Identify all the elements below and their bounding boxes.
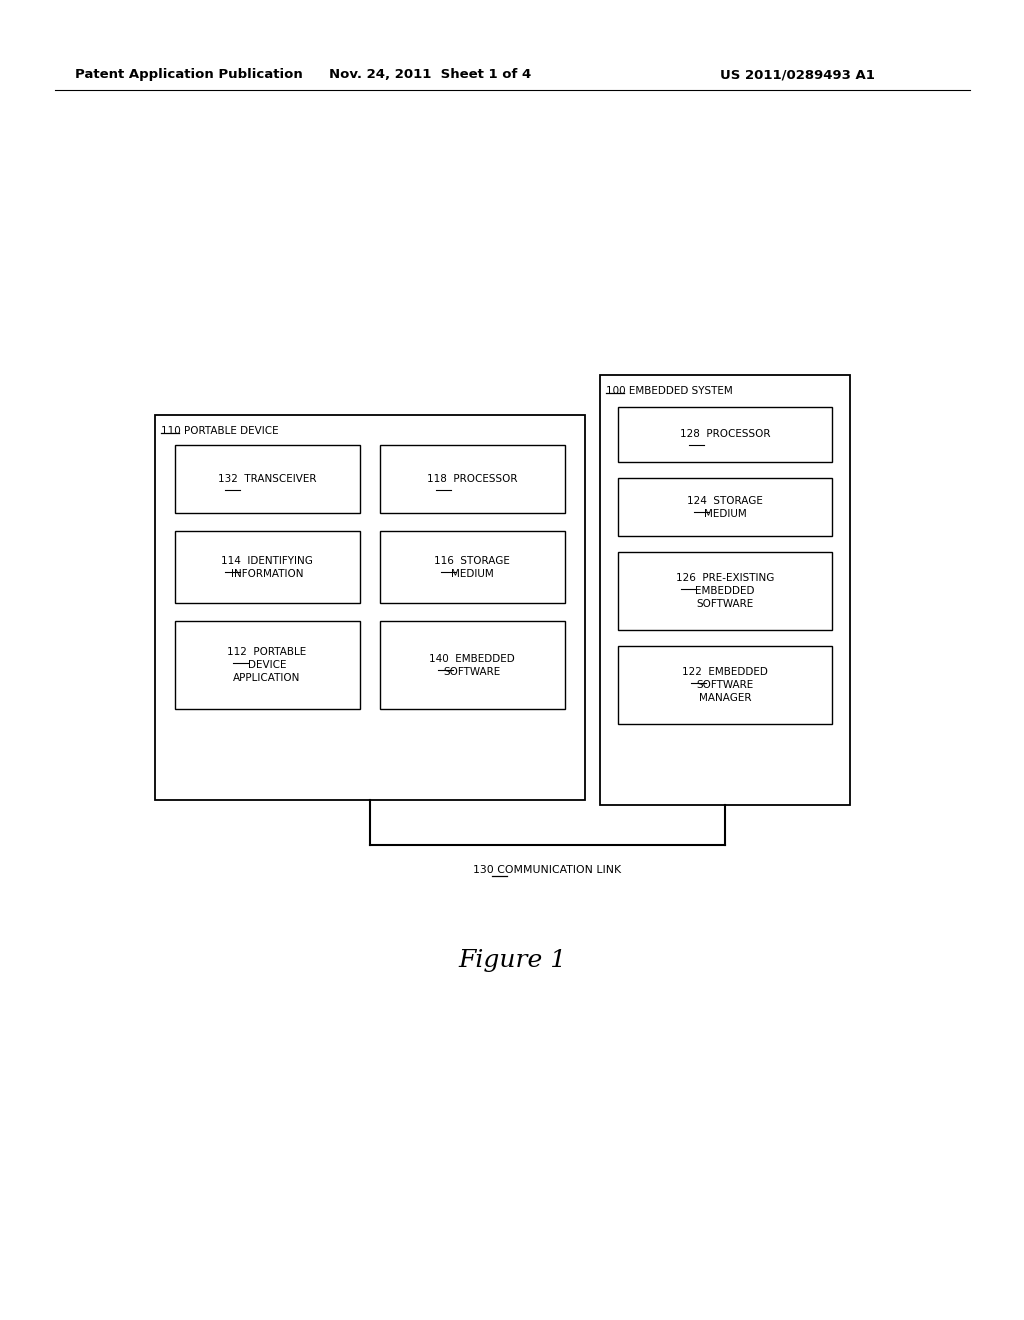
Text: 100 EMBEDDED SYSTEM: 100 EMBEDDED SYSTEM — [606, 385, 733, 396]
Text: Figure 1: Figure 1 — [458, 949, 566, 972]
Bar — [380, 620, 565, 709]
Bar — [380, 445, 565, 513]
Bar — [175, 445, 360, 513]
Text: Nov. 24, 2011  Sheet 1 of 4: Nov. 24, 2011 Sheet 1 of 4 — [329, 69, 531, 81]
Text: SOFTWARE: SOFTWARE — [443, 667, 501, 677]
Bar — [155, 414, 585, 800]
Bar — [175, 620, 360, 709]
Text: 116  STORAGE: 116 STORAGE — [434, 556, 510, 566]
Text: MEDIUM: MEDIUM — [703, 510, 746, 519]
Text: INFORMATION: INFORMATION — [230, 569, 303, 579]
Text: MEDIUM: MEDIUM — [451, 569, 494, 579]
Bar — [618, 407, 831, 462]
Bar — [618, 552, 831, 630]
Text: 132  TRANSCEIVER: 132 TRANSCEIVER — [218, 474, 316, 484]
Bar — [618, 478, 831, 536]
Text: EMBEDDED: EMBEDDED — [695, 586, 755, 597]
Text: DEVICE: DEVICE — [248, 660, 287, 671]
Text: SOFTWARE: SOFTWARE — [696, 680, 754, 690]
Text: SOFTWARE: SOFTWARE — [696, 599, 754, 609]
Text: 130 COMMUNICATION LINK: 130 COMMUNICATION LINK — [473, 865, 622, 875]
Text: MANAGER: MANAGER — [698, 693, 752, 704]
Text: 118  PROCESSOR: 118 PROCESSOR — [427, 474, 517, 484]
Text: 114  IDENTIFYING: 114 IDENTIFYING — [221, 556, 313, 566]
Text: 110 PORTABLE DEVICE: 110 PORTABLE DEVICE — [161, 426, 279, 436]
Text: 122  EMBEDDED: 122 EMBEDDED — [682, 667, 768, 677]
Text: 128  PROCESSOR: 128 PROCESSOR — [680, 429, 770, 440]
Text: US 2011/0289493 A1: US 2011/0289493 A1 — [720, 69, 874, 81]
Bar — [600, 375, 850, 805]
Text: 140  EMBEDDED: 140 EMBEDDED — [429, 653, 515, 664]
Text: 112  PORTABLE: 112 PORTABLE — [227, 647, 306, 657]
Bar — [380, 531, 565, 603]
Text: APPLICATION: APPLICATION — [233, 673, 301, 682]
Bar — [618, 645, 831, 723]
Text: 126  PRE-EXISTING: 126 PRE-EXISTING — [676, 573, 774, 583]
Bar — [175, 531, 360, 603]
Text: 124  STORAGE: 124 STORAGE — [687, 496, 763, 506]
Text: Patent Application Publication: Patent Application Publication — [75, 69, 303, 81]
